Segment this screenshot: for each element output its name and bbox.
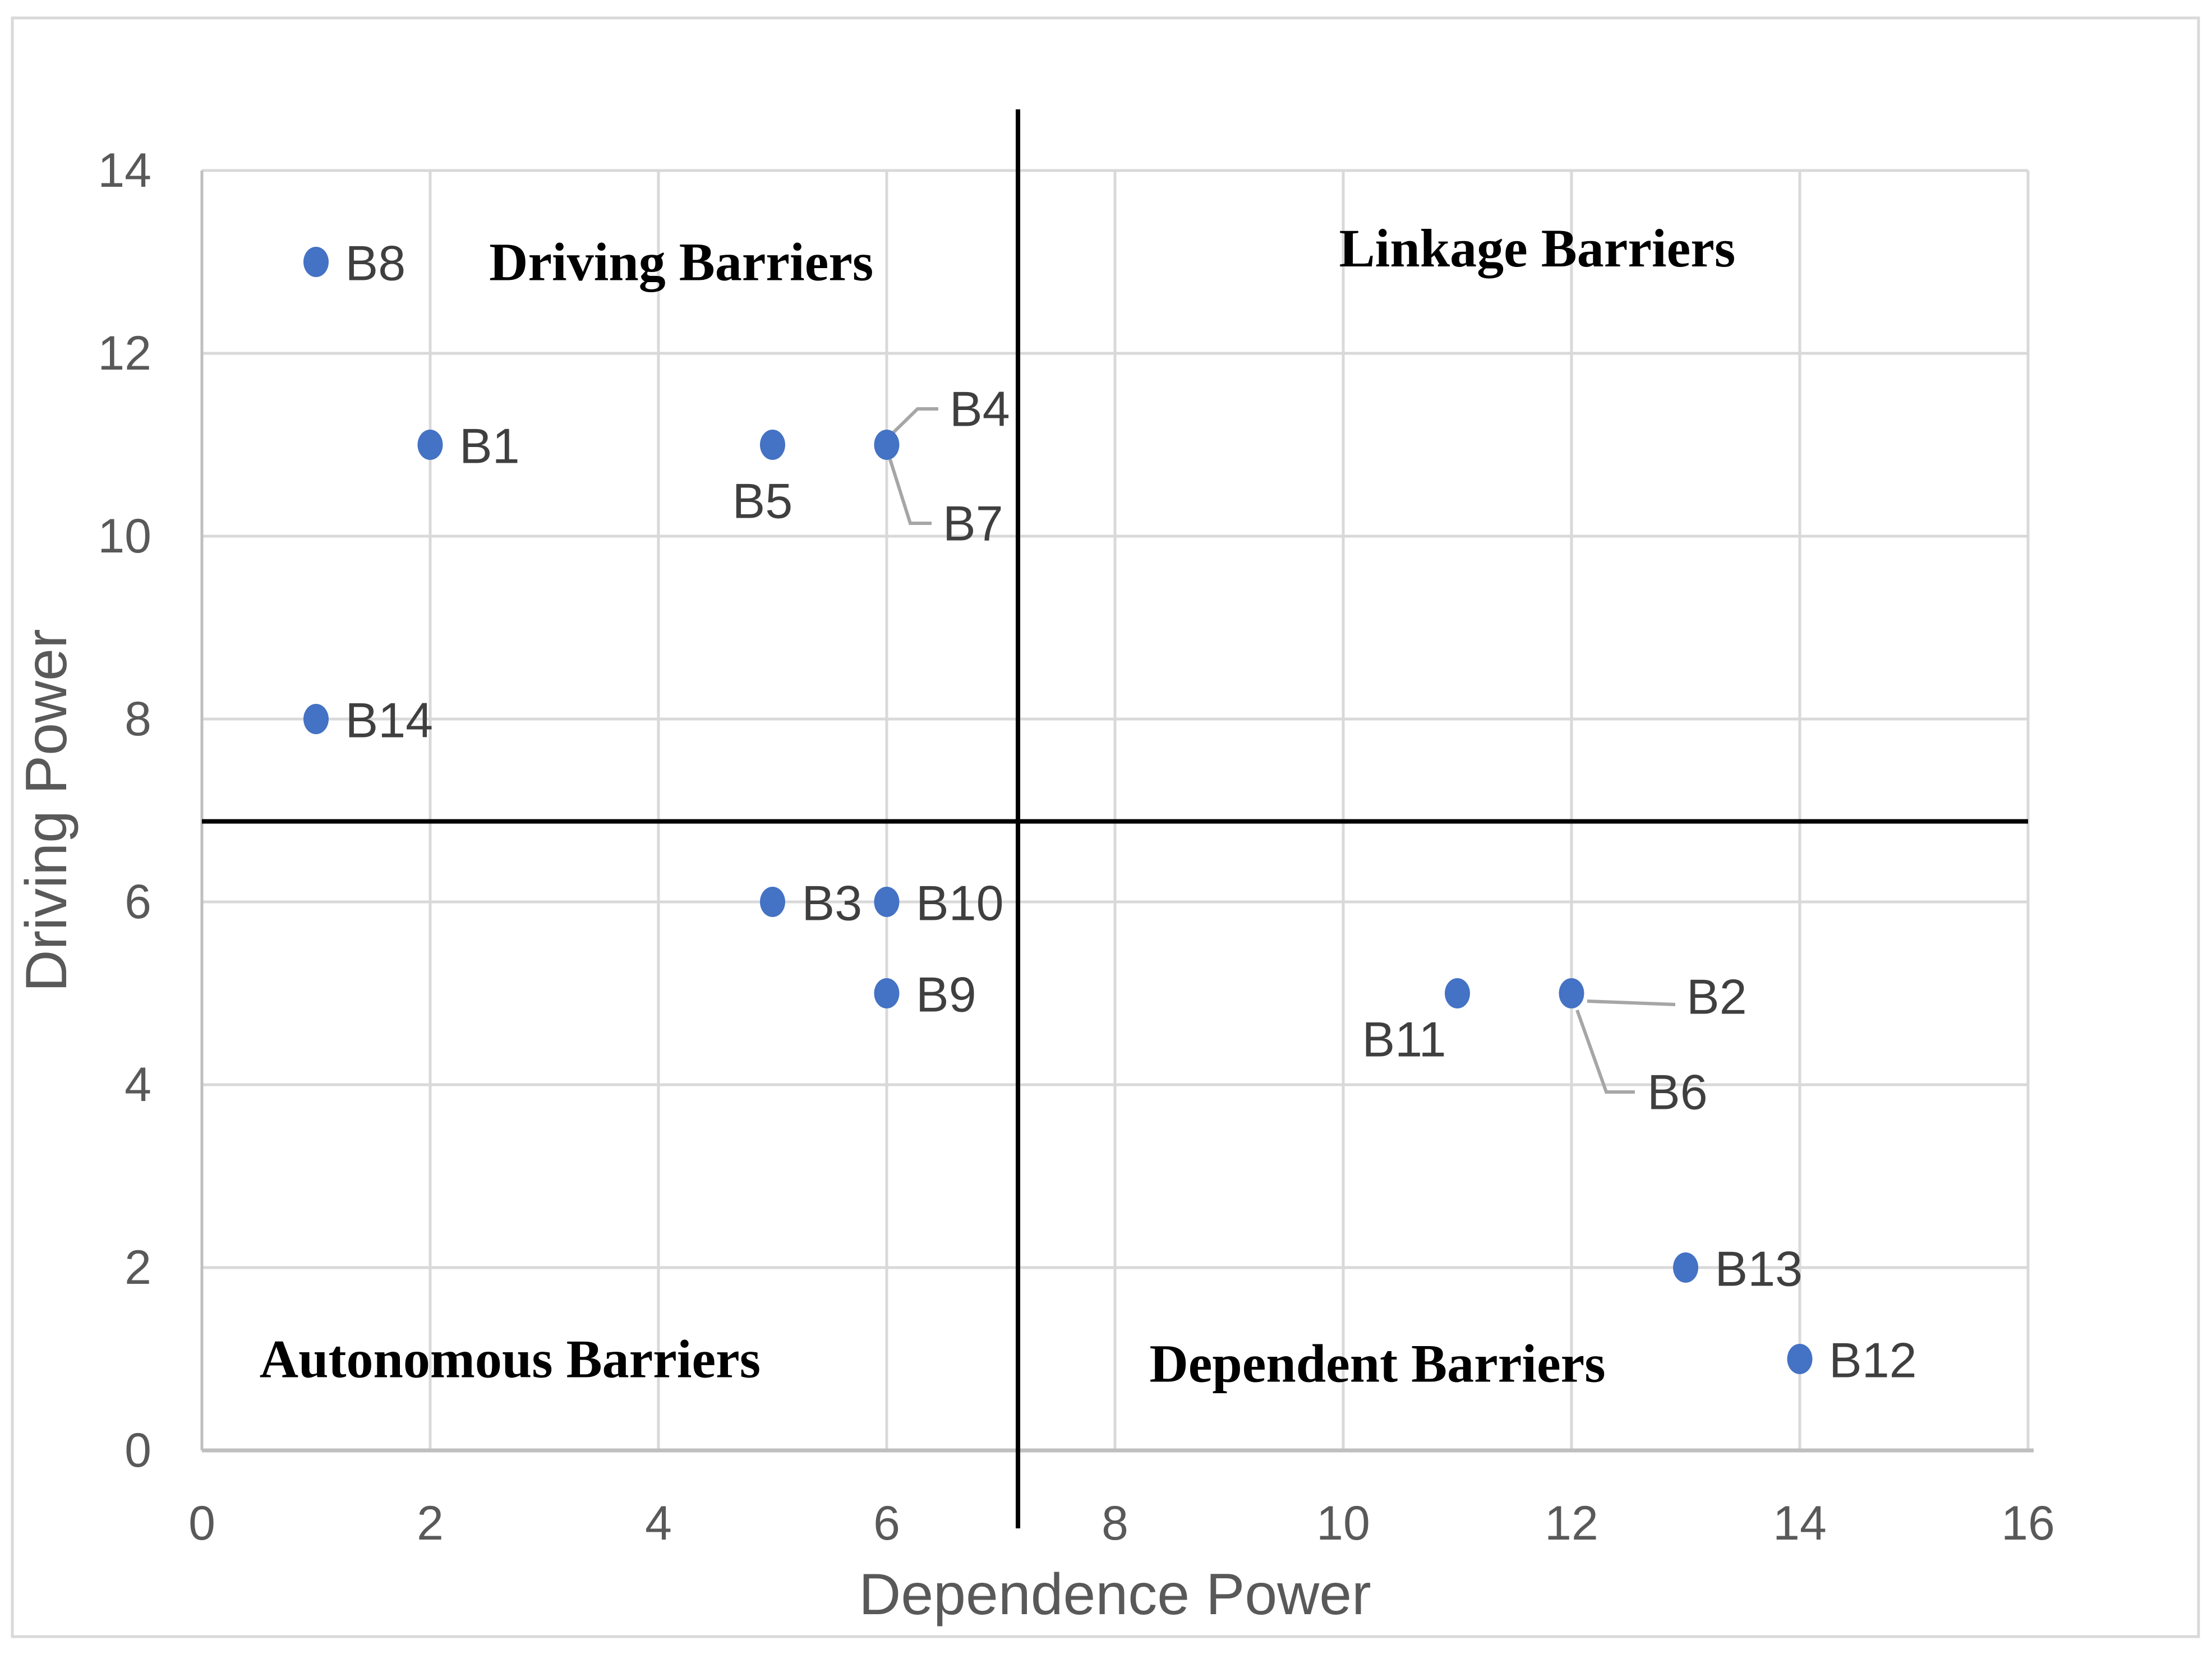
x-tick-label: 16: [2001, 1496, 2055, 1550]
quadrant-label-linkage-barriers: Linkage Barriers: [1339, 218, 1736, 278]
data-point-B8: [303, 247, 329, 277]
point-label-B4: B4: [950, 381, 1010, 437]
tick-labels: 0 2 4 6 8 10 12 14 16 0 2 4 6 8 10 12 14: [98, 144, 2055, 1550]
data-point-B1: [417, 430, 443, 460]
quadrant-label-autonomous-barriers: Autonomous Barriers: [260, 1329, 761, 1389]
y-tick-label: 8: [125, 692, 151, 746]
y-tick-label: 0: [125, 1423, 151, 1477]
y-tick-label: 10: [98, 509, 151, 563]
point-label-B13: B13: [1715, 1241, 1803, 1297]
x-axis-title: Dependence Power: [859, 1562, 1371, 1627]
point-label-B10: B10: [916, 876, 1004, 931]
data-point-B5: [760, 430, 785, 460]
data-point-B13: [1673, 1252, 1698, 1283]
quadrant-label-driving-barriers: Driving Barriers: [489, 232, 873, 292]
leader-line-B4: [891, 407, 938, 435]
data-point-B4: [874, 430, 900, 460]
axis-lines: [200, 171, 2034, 1453]
point-label-B14: B14: [345, 693, 434, 748]
x-tick-label: 0: [188, 1496, 215, 1550]
data-points: [303, 247, 1813, 1374]
x-tick-label: 8: [1102, 1496, 1128, 1550]
point-label-B1: B1: [459, 418, 520, 474]
leader-line-B7: [888, 459, 932, 525]
point-label-B9: B9: [916, 967, 976, 1022]
y-axis-title: Driving Power: [14, 629, 79, 992]
quadrant-dividers: [202, 109, 2028, 1528]
x-tick-label: 12: [1545, 1496, 1598, 1550]
point-label-B11: B11: [1362, 1012, 1446, 1067]
data-point-B11: [1445, 978, 1470, 1008]
y-tick-label: 12: [98, 326, 151, 380]
data-point-B2: [1559, 978, 1584, 1008]
gridlines: [200, 169, 2030, 1452]
point-label-B7: B7: [943, 496, 1003, 551]
y-tick-label: 4: [125, 1058, 151, 1112]
y-tick-label: 14: [98, 144, 151, 197]
x-tick-label: 6: [873, 1496, 900, 1550]
data-point-B9: [874, 978, 900, 1008]
point-label-B12: B12: [1829, 1333, 1917, 1388]
leader-line-B6: [1575, 1009, 1635, 1094]
figure-border: [11, 16, 2200, 1638]
point-label-B2: B2: [1686, 969, 1747, 1025]
data-point-B3: [760, 887, 785, 917]
point-label-B8: B8: [345, 236, 406, 291]
y-tick-label: 2: [125, 1241, 151, 1294]
quadrant-label-dependent-barriers: Dependent Barriers: [1149, 1334, 1605, 1394]
data-point-B10: [874, 887, 900, 917]
y-tick-label: 6: [125, 875, 151, 929]
data-point-B14: [303, 704, 329, 734]
x-tick-label: 4: [645, 1496, 672, 1550]
point-label-B5: B5: [732, 473, 793, 529]
point-labels: B8 B1 B5 B4 B7 B14 B3 B10 B9 B11 B2 B6 B13 B12: [345, 236, 1917, 1388]
leader-line-B2: [1587, 999, 1676, 1006]
point-label-B6: B6: [1647, 1065, 1708, 1120]
data-point-B12: [1787, 1344, 1813, 1374]
quadrant-label-group: Driving Barriers Linkage Barriers Autono…: [260, 218, 1735, 1394]
x-tick-label: 10: [1316, 1496, 1370, 1550]
point-label-B3: B3: [802, 876, 863, 931]
x-tick-label: 2: [417, 1496, 444, 1550]
x-tick-label: 14: [1773, 1496, 1827, 1550]
leader-lines: [888, 407, 1676, 1094]
